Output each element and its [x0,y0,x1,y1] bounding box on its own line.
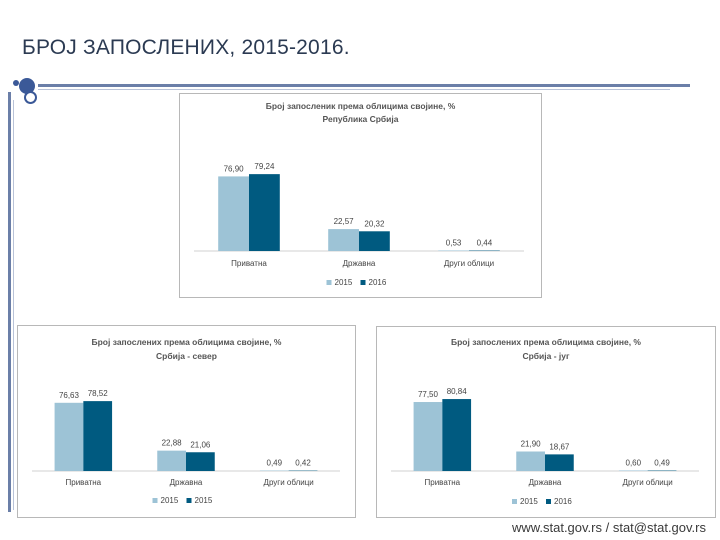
chart-srbija-jug: Број запослених према облицима својине, … [376,326,716,518]
category-label: Приватна [425,478,461,487]
bar-2015-0 [83,401,113,471]
data-label: 0,53 [446,238,462,247]
chart-svg: Број запослених према облицима својине, … [32,337,340,505]
header-rule-thin [38,89,670,90]
data-label: 79,24 [254,162,275,171]
chart-title: Број запослених према облицима својине, … [451,337,641,347]
decor-dot-small [13,80,19,86]
chart-title: Број запослених према облицима својине, … [91,337,281,347]
legend-label: 2015 [335,278,353,287]
legend-swatch [512,499,517,504]
legend-swatch [360,280,366,285]
chart-title: Број запосленик према облицима својине, … [266,101,456,111]
category-label: Државна [529,478,562,487]
slide-title: БРОЈ ЗАПОСЛЕНИХ, 2015-2016. [22,36,350,59]
data-label: 21,90 [521,440,542,449]
data-label: 80,84 [447,387,468,396]
data-label: 77,50 [418,390,439,399]
data-label: 20,32 [364,219,385,228]
data-label: 78,52 [88,389,109,398]
data-label: 0,49 [654,459,670,468]
legend-swatch [326,280,332,285]
decor-dot-large [19,78,35,94]
chart-svg: Број запосленик према облицима својине, … [194,101,524,287]
category-label: Приватна [66,478,102,487]
data-label: 21,06 [190,440,211,449]
data-label: 76,90 [224,164,245,173]
category-label: Други облици [623,478,673,487]
side-rule [8,92,11,512]
bar-2016-1 [545,454,574,471]
bar-2015-0 [54,402,84,471]
category-label: Други облици [444,259,494,268]
chart-subtitle: Србија - север [156,351,217,361]
data-label: 0,42 [295,459,311,468]
legend-label: 2016 [554,497,572,506]
side-rule-thin [13,100,14,510]
category-label: Државна [343,259,376,268]
decor-dot-ring [24,91,37,104]
data-label: 0,60 [626,458,642,467]
bar-2016-0 [249,174,280,251]
chart-subtitle: Србија - југ [522,351,570,361]
bar-2015-1 [328,229,359,251]
bar-2016-0 [442,399,472,471]
legend-label: 2015 [520,497,538,506]
legend-swatch [152,498,158,503]
chart-srbija-sever: Број запослених према облицима својине, … [17,325,356,518]
legend-label: 2016 [369,278,387,287]
bar-2015-0 [218,176,249,251]
legend-swatch [546,499,551,504]
bar-2015-2 [438,250,469,251]
chart-svg: Број запослених према облицима својине, … [391,337,699,506]
bar-2016-1 [359,231,390,251]
header-rule [38,84,690,87]
category-label: Државна [170,478,203,487]
bar-2015-2 [618,470,648,471]
bar-2015-0 [413,402,443,471]
data-label: 22,57 [334,217,355,226]
data-label: 76,63 [59,391,80,400]
legend-swatch [186,498,192,503]
data-label: 18,67 [549,442,570,451]
bar-2015-1 [516,451,545,471]
legend-label: 2015 [161,496,179,505]
chart-subtitle: Република Србија [323,114,399,124]
bar-2015-1 [157,450,186,471]
legend-label: 2015 [195,496,213,505]
category-label: Приватна [231,259,267,268]
chart-republika-srbija: Број запосленик према облицима својине, … [179,93,542,298]
bar-2015-1 [186,452,215,471]
footer-url: www.stat.gov.rs / stat@stat.gov.rs [511,520,706,535]
data-label: 0,44 [477,239,493,248]
data-label: 22,88 [162,439,183,448]
data-label: 0,49 [267,459,283,468]
category-label: Други облици [264,478,314,487]
